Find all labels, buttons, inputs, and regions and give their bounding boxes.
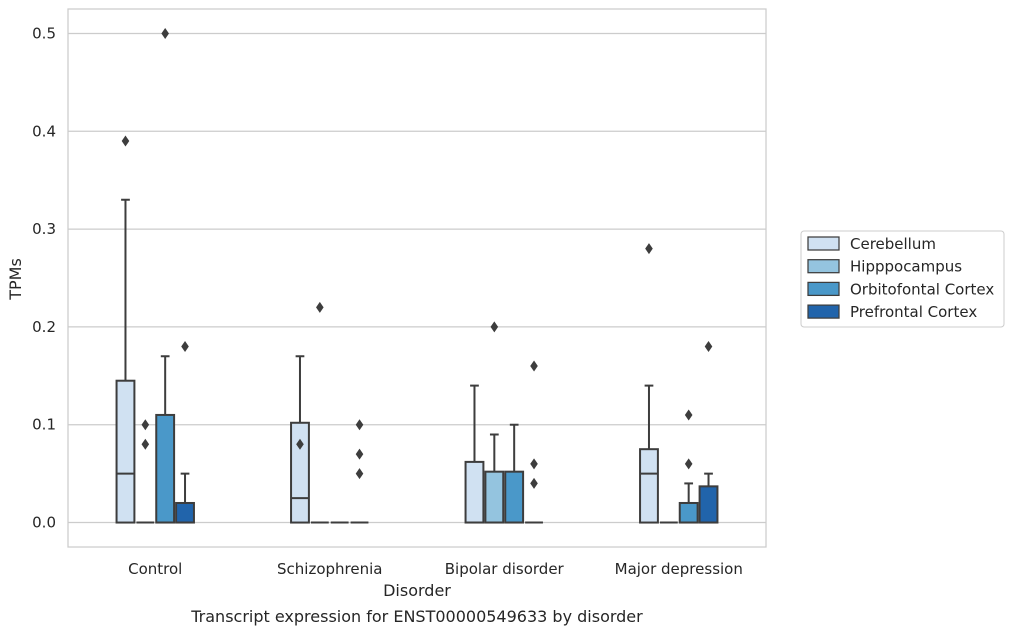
legend-frame (800, 230, 1005, 328)
y-tick-label: 0.2 (32, 318, 56, 336)
box-body (639, 448, 659, 524)
y-tick-label: 0.0 (32, 514, 56, 532)
legend-entry: Cerebellum (807, 235, 936, 253)
box-body (678, 501, 699, 524)
outlier-point (316, 301, 324, 313)
legend-entry: Hipppocampus (807, 258, 962, 276)
y-axis-title: TPMs (6, 258, 25, 301)
outlier-point (121, 135, 130, 147)
x-tick-label: Schizophrenia (277, 560, 382, 578)
x-tick-label: Major depression (615, 560, 743, 578)
outlier-point (141, 438, 150, 450)
box-body (698, 485, 719, 524)
x-tick-label: Bipolar disorder (445, 560, 565, 578)
outlier-point (296, 438, 304, 450)
outlier-point (530, 360, 538, 372)
box-hipppocampus (136, 419, 155, 524)
y-tick-label: 0.4 (32, 122, 56, 140)
legend-entry: Prefrontal Cortex (807, 303, 977, 321)
outlier-point (141, 419, 150, 431)
legend-swatch (807, 281, 840, 297)
box-cerebellum (290, 355, 310, 524)
outlier-point (355, 448, 364, 460)
outlier-point (355, 419, 364, 431)
box-hipppocampus (484, 321, 505, 524)
box-prefrontal-cortex (525, 360, 543, 524)
box-cerebellum (639, 243, 659, 524)
legend-label: Prefrontal Cortex (850, 303, 977, 321)
x-axis-title: Disorder (383, 581, 451, 600)
outlier-point (684, 458, 693, 470)
legend-label: Hipppocampus (850, 258, 962, 276)
box-orbitofontal-cortex (155, 27, 176, 524)
outlier-point (530, 477, 538, 489)
legend-swatch (807, 259, 840, 274)
chart-caption: Transcript expression for ENST0000054963… (190, 607, 643, 626)
legend-label: Orbitofontal Cortex (850, 280, 994, 298)
box-prefrontal-cortex (698, 340, 719, 524)
x-axis-ticks: Control Schizophrenia Bipolar disorder Majo… (128, 560, 743, 578)
y-tick-label: 0.5 (32, 24, 56, 42)
box-prefrontal-cortex (175, 340, 195, 524)
box-body (484, 470, 505, 524)
outlier-point (181, 340, 189, 352)
box-cerebellum (464, 384, 485, 524)
outlier-point (490, 321, 499, 333)
box-orbitofontal-cortex (678, 409, 699, 524)
outlier-point (684, 409, 693, 421)
box-body (115, 379, 136, 524)
y-tick-label: 0.1 (32, 416, 56, 434)
plot-frame (67, 8, 767, 548)
legend-label: Cerebellum (850, 235, 936, 253)
outlier-point (355, 468, 364, 480)
outlier-point (161, 27, 169, 39)
box-cerebellum (115, 135, 136, 524)
box-body (464, 460, 485, 524)
box-hipppocampus (310, 301, 329, 524)
legend-entry: Orbitofontal Cortex (807, 280, 994, 298)
outlier-point (645, 243, 653, 255)
box-prefrontal-cortex (350, 419, 369, 524)
outlier-point (530, 458, 538, 470)
x-tick-label: Control (128, 560, 182, 578)
y-axis-ticks: 0.0 0.1 0.2 0.3 0.4 0.5 (32, 24, 56, 531)
outlier-point (704, 340, 713, 352)
box-body (175, 501, 195, 524)
box-body (290, 421, 310, 524)
boxes (115, 27, 719, 524)
legend-swatch (807, 236, 840, 251)
box-orbitofontal-cortex (504, 423, 525, 524)
box-body (504, 470, 525, 524)
box-body (155, 413, 176, 524)
legend: Cerebellum Hipppocampus Orbitofontal Corte… (800, 230, 1005, 328)
y-tick-label: 0.3 (32, 220, 56, 238)
legend-swatch (807, 304, 840, 319)
